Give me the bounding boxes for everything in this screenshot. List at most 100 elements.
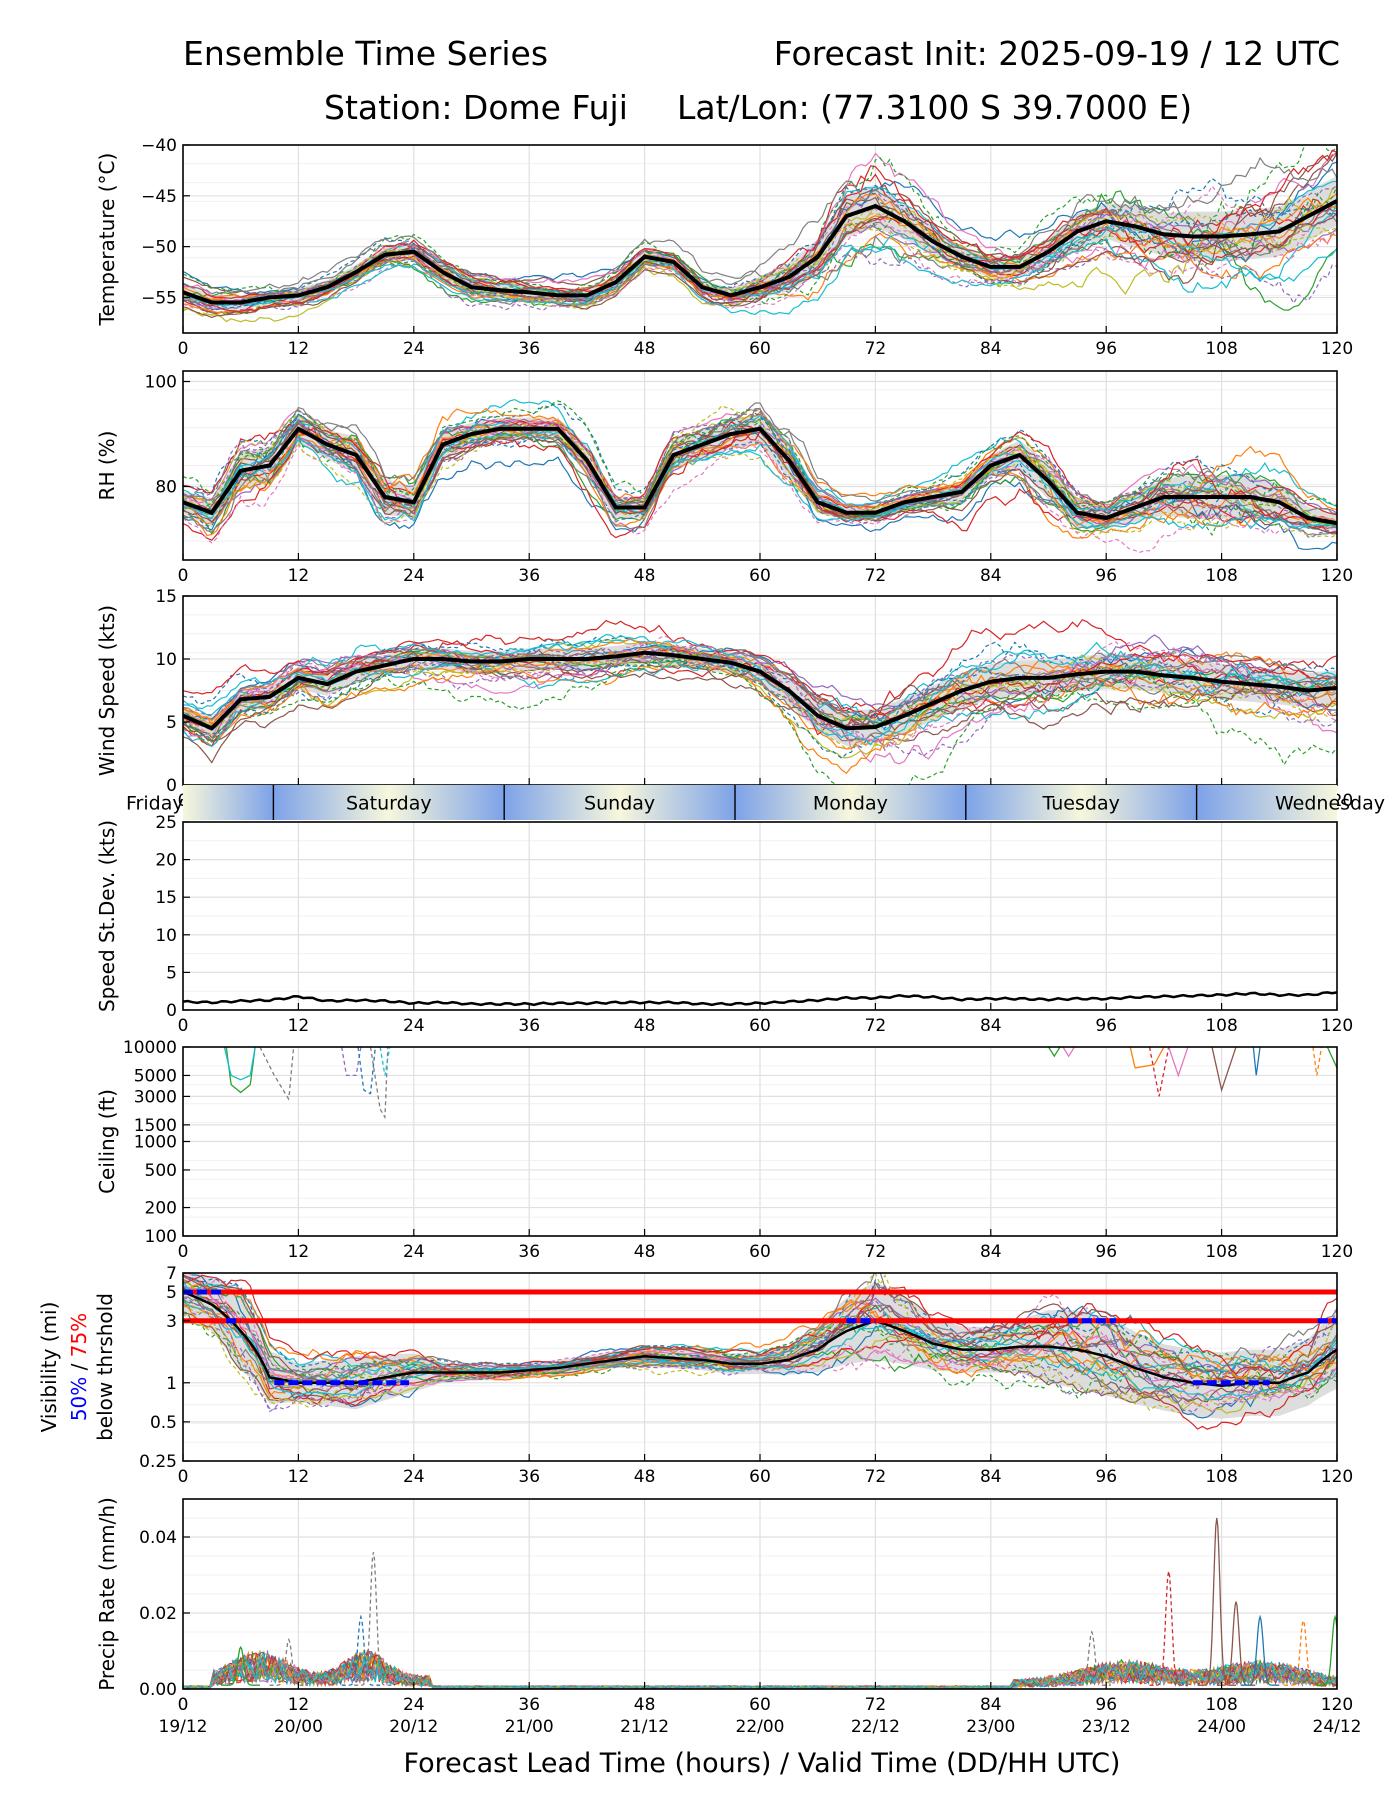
day-band: [504, 785, 735, 820]
member-line: [183, 648, 1337, 750]
ceiling-member-line: [1211, 1047, 1237, 1093]
member-line: [183, 422, 1337, 530]
member-line: [183, 417, 1337, 538]
ceiling-member-line: [1047, 1047, 1061, 1058]
day-band: [273, 785, 505, 820]
x-tick-label: 60: [749, 1242, 771, 1262]
ceiling-member-line: [1062, 1047, 1076, 1058]
x-tick-label: 0: [178, 1467, 189, 1487]
ceiling-member-line: [379, 1047, 391, 1076]
x-tick-label: 96: [1095, 1467, 1117, 1487]
day-strip: Friday Saturday Sunday Monday Tuesday Wednesd…: [126, 785, 1385, 820]
member-line: [183, 1273, 1337, 1397]
x-tick-label: 120: [1321, 339, 1353, 359]
y-tick-label: 10000: [123, 1038, 177, 1058]
x-tick-label: 120: [1321, 1467, 1353, 1487]
x-tick-label: 0: [178, 1695, 189, 1715]
ceiling-member-line: [1148, 1047, 1170, 1097]
ceiling-member-line: [1129, 1047, 1165, 1069]
x-tick-label: 96: [1095, 1242, 1117, 1262]
x-tick-label: 72: [865, 1695, 887, 1715]
ceiling-member-line: [1326, 1047, 1337, 1069]
member-line: [183, 419, 1337, 553]
member-line: [183, 202, 1337, 316]
member-line: [183, 212, 1337, 319]
y-tick-label: 100: [145, 373, 177, 393]
ceiling-member-line: [1252, 1047, 1261, 1076]
member-line: [183, 647, 1337, 731]
x-tick-label: 12: [288, 566, 310, 586]
valid-time-label: 19/12: [159, 1717, 208, 1737]
member-line: [183, 190, 1337, 311]
member-line: [183, 652, 1337, 736]
ceiling-member-line: [1168, 1047, 1189, 1078]
member-line: [183, 184, 1337, 313]
precip-peak-line: [221, 1645, 260, 1686]
member-line: [183, 642, 1337, 748]
x-tick-label: 36: [518, 1467, 540, 1487]
x-tick-label: 84: [980, 339, 1002, 359]
y-tick-label: 15: [155, 888, 177, 908]
y-tick-label: 80: [155, 478, 177, 498]
ceiling-member-line: [259, 1047, 295, 1101]
precip-member-line: [183, 1649, 1337, 1689]
day-band: [965, 785, 1197, 820]
chart-title: Ensemble Time Series: [183, 34, 549, 73]
x-tick-label: 84: [980, 1016, 1002, 1036]
latlon-label: Lat/Lon: (77.3100 S 39.7000 E): [677, 88, 1193, 127]
valid-time-label: 21/00: [505, 1717, 554, 1737]
y-tick-label: 20: [155, 851, 177, 871]
precip-peak-line: [1240, 1614, 1280, 1686]
member-line: [188, 1273, 1337, 1415]
x-tick-label: 60: [749, 566, 771, 586]
x-tick-label: 36: [518, 1695, 540, 1715]
station-label: Station: Dome Fuji: [324, 88, 628, 127]
y-tick-label: 0.02: [139, 1604, 177, 1624]
member-line: [183, 407, 1337, 533]
x-tick-label: 0: [178, 1016, 189, 1036]
y-tick-label: 0.04: [139, 1528, 177, 1548]
y-tick-label: 0: [166, 776, 177, 796]
x-tick-label: 12: [288, 1695, 310, 1715]
forecast-init: Forecast Init: 2025-09-19 / 12 UTC: [773, 34, 1340, 73]
member-line: [183, 634, 1337, 731]
y-tick-label: 0.00: [139, 1680, 177, 1700]
x-tick-label: 108: [1205, 1016, 1237, 1036]
y-tick-label: 10: [155, 926, 177, 946]
y-tick-label: 0: [166, 1001, 177, 1021]
member-line: [183, 638, 1337, 729]
ensemble-mean-line: [183, 650, 1337, 731]
x-tick-label: 48: [634, 566, 656, 586]
precip-peak-line: [1149, 1571, 1188, 1686]
y-tick-label: −50: [141, 238, 177, 258]
day-band: [734, 785, 966, 820]
day-label: Friday: [126, 793, 184, 815]
x-tick-label: 12: [288, 1016, 310, 1036]
y-axis-label: Wind Speed (kts): [95, 605, 119, 776]
plot-area: [183, 1517, 1337, 1689]
x-tick-label: 24: [403, 566, 425, 586]
plot-area: [183, 398, 1337, 553]
x-tick-label: 60: [749, 1467, 771, 1487]
day-label: Saturday: [346, 793, 432, 815]
member-line: [183, 1275, 1337, 1381]
y-axis-label: Speed St.Dev. (kts): [95, 820, 119, 1012]
x-tick-label: 24: [403, 1016, 425, 1036]
plot-area: [183, 1273, 1337, 1430]
x-tick-label: 72: [865, 339, 887, 359]
x-tick-label: 0: [178, 339, 189, 359]
member-line: [183, 638, 1337, 759]
x-tick-label: 108: [1205, 339, 1237, 359]
plot-area: [183, 145, 1337, 323]
x-tick-label: 96: [1095, 1695, 1117, 1715]
x-tick-label: 108: [1205, 1695, 1237, 1715]
y-tick-label: 5: [166, 713, 177, 733]
x-tick-label: 84: [980, 566, 1002, 586]
panel-wind: 01224364860728496108120051015Wind Speed …: [95, 587, 1353, 811]
member-line: [183, 1281, 1337, 1385]
y-tick-label: 25: [155, 813, 177, 833]
day-label: Wednesday: [1275, 793, 1385, 815]
member-line: [183, 185, 1337, 309]
valid-time-label: 20/12: [389, 1717, 438, 1737]
